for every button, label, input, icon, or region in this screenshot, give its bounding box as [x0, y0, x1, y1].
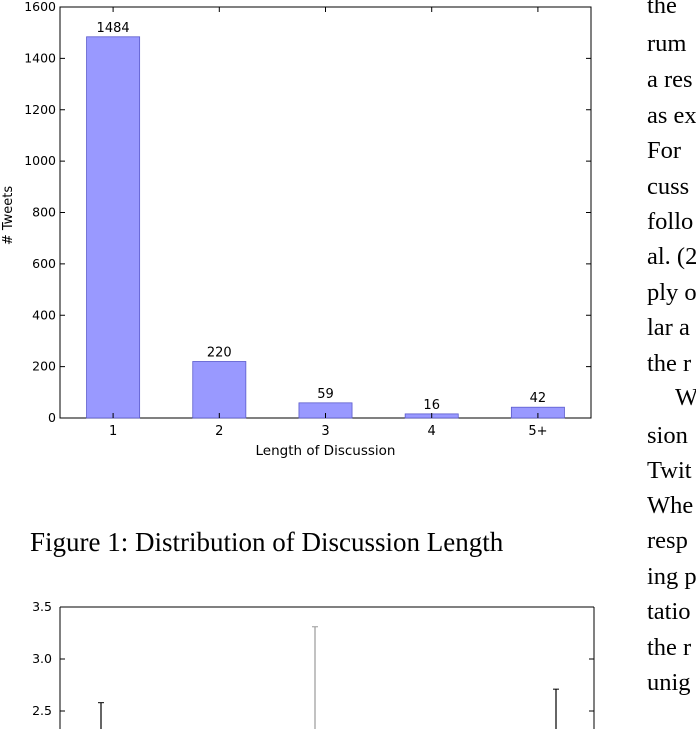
discussion-length-bar-chart: 0 200 400 600 800 1000 1200 1400 1600 1484 1 220 2 59… [1, 0, 592, 459]
body-text-line: Twit [647, 457, 692, 484]
x-axis-label: Length of Discussion [256, 443, 396, 459]
body-text-line: cuss [647, 173, 690, 200]
y-tick-label: 3.5 [32, 599, 52, 614]
body-text-line: For [647, 137, 682, 164]
body-text-line: Whe [647, 492, 694, 519]
x-tick-label-5+: 5+ [528, 424, 547, 439]
data-label-3: 59 [317, 387, 334, 402]
x-tick-label-4: 4 [428, 424, 436, 439]
body-text-line: lar a [647, 314, 690, 341]
body-text-line: a res [647, 66, 693, 93]
body-text-line: the r [647, 634, 692, 661]
y-tick-label: 200 [32, 359, 56, 374]
y-tick-label: 3.0 [32, 651, 52, 666]
bar-2 [192, 361, 247, 419]
body-text-line: unig [647, 669, 691, 696]
y-axis-label: # Tweets [1, 186, 16, 246]
y-tick-label: 1400 [24, 50, 56, 65]
data-label-1: 1484 [97, 21, 130, 36]
y-tick-label: 1600 [24, 0, 56, 14]
body-text-line: al. (2 [647, 243, 696, 270]
body-text-line: ply o [647, 279, 696, 306]
y-tick-label: 1000 [24, 153, 56, 168]
y-tick-label: 1200 [24, 102, 56, 117]
x-tick-label-3: 3 [321, 424, 329, 439]
body-text-line: sion [647, 422, 688, 449]
y-tick-label: 800 [32, 205, 56, 220]
data-label-2: 220 [207, 345, 232, 360]
body-text-line: ing p [647, 563, 696, 590]
y-tick-label: 2.5 [32, 703, 52, 718]
y-tick-label: 600 [32, 256, 56, 271]
y-tick-label: 0 [48, 410, 56, 425]
second-figure-chart-partial: 2.5 3.0 3.5 [32, 599, 595, 729]
bar-1 [86, 36, 141, 419]
body-text-line: resp [647, 527, 688, 554]
body-text-line: follo [647, 208, 694, 235]
figure-1-caption: Figure 1: Distribution of Discussion Len… [30, 527, 504, 557]
y-tick-label: 400 [32, 307, 56, 322]
body-text-line: the r [647, 350, 692, 377]
data-label-5+: 42 [530, 391, 547, 406]
body-text-line: as ex [647, 102, 696, 129]
body-text-line: tatio [647, 598, 691, 625]
body-text-line: W [675, 384, 696, 411]
x-tick-label-2: 2 [215, 424, 223, 439]
body-text-line: rum [647, 30, 687, 57]
data-label-4: 16 [423, 398, 440, 413]
body-text-line: the [647, 0, 677, 19]
x-tick-label-1: 1 [109, 424, 117, 439]
